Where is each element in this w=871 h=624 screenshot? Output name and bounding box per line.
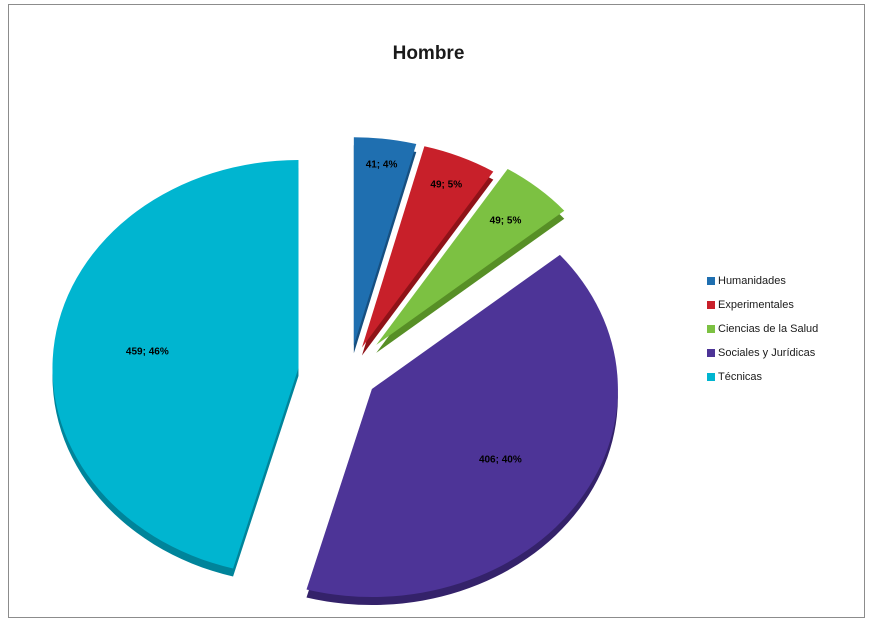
legend-label: Humanidades bbox=[718, 275, 786, 287]
legend-label: Ciencias de la Salud bbox=[718, 323, 819, 335]
legend-swatch bbox=[707, 301, 715, 309]
legend-item: Técnicas bbox=[707, 365, 818, 389]
pie-slice-top bbox=[361, 146, 494, 348]
pie-slice-4 bbox=[306, 254, 618, 606]
legend-swatch bbox=[707, 349, 715, 357]
pie-slice-1 bbox=[353, 137, 417, 354]
chart-legend: Humanidades Experimentales Ciencias de la … bbox=[707, 269, 818, 389]
legend-item: Experimentales bbox=[707, 293, 818, 317]
data-label: 406; 40% bbox=[479, 455, 522, 466]
data-label: 49; 5% bbox=[490, 215, 522, 226]
legend-label: Experimentales bbox=[718, 299, 794, 311]
pie-slice-2 bbox=[361, 146, 494, 356]
legend-item: Ciencias de la Salud bbox=[707, 317, 818, 341]
data-label: 41; 4% bbox=[366, 160, 398, 171]
pie-slice-top bbox=[306, 254, 618, 598]
pie-slice-5 bbox=[52, 160, 299, 577]
legend-label: Sociales y Jurídicas bbox=[718, 347, 816, 359]
legend-item: Sociales y Jurídicas bbox=[707, 341, 818, 365]
legend-swatch bbox=[707, 325, 715, 333]
chart-title: Hombre bbox=[392, 43, 465, 64]
pie-slice-top bbox=[353, 137, 417, 346]
legend-swatch bbox=[707, 373, 715, 381]
pie-slice-3 bbox=[376, 168, 565, 353]
legend-label: Técnicas bbox=[718, 371, 763, 383]
pie-slice-top bbox=[52, 160, 299, 569]
data-label: 459; 46% bbox=[126, 347, 169, 358]
legend-swatch bbox=[707, 277, 715, 285]
legend-item: Humanidades bbox=[707, 269, 818, 293]
pie-slice-top bbox=[376, 168, 565, 345]
data-label: 49; 5% bbox=[430, 179, 462, 190]
